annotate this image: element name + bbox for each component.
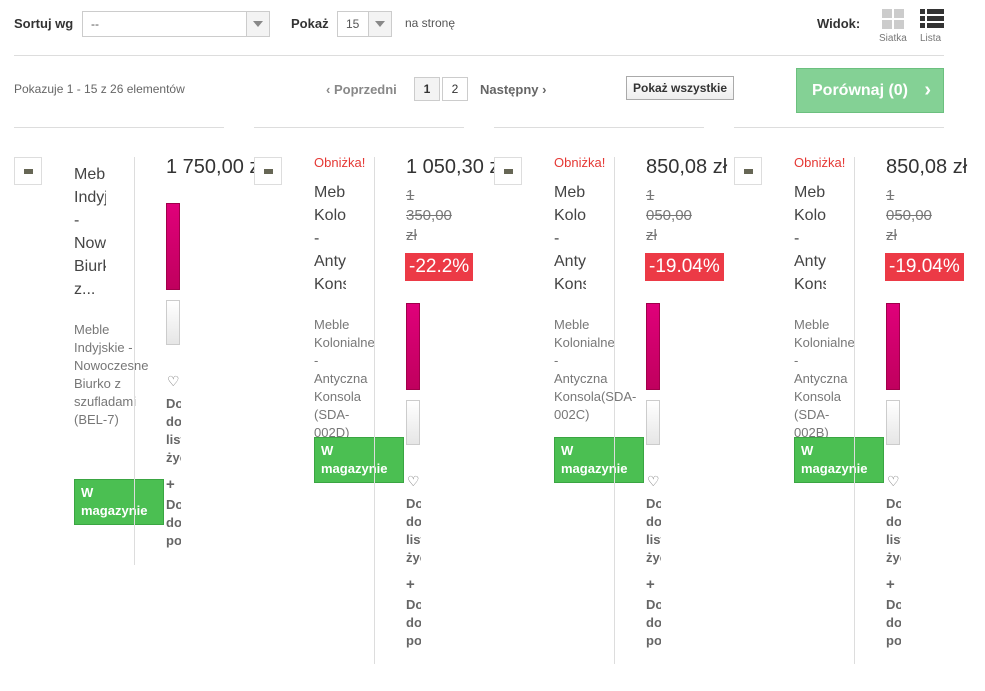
separator [734, 127, 944, 128]
product-thumb[interactable] [14, 157, 42, 185]
product-thumb[interactable] [254, 157, 282, 185]
quantity-input[interactable] [166, 300, 180, 345]
discount-badge: -19.04% [885, 253, 964, 281]
plus-icon: + [406, 576, 415, 593]
product-thumb[interactable] [734, 157, 762, 185]
quantity-input[interactable] [886, 400, 900, 445]
product-thumb[interactable] [494, 157, 522, 185]
discount-badge: -19.04% [645, 253, 724, 281]
show-all-button[interactable]: Pokaż wszystkie [626, 76, 735, 100]
result-summary: Pokazuje 1 - 15 z 26 elementów [14, 82, 185, 96]
sale-badge: Obniżka! [554, 155, 606, 170]
show-label: Pokaż [291, 16, 329, 31]
compare-link[interactable]: Dodaj do porównania [886, 597, 901, 648]
compare-text: Porównaj (0) [812, 82, 909, 99]
column-divider [134, 157, 135, 565]
price: 850,08 zł [646, 156, 728, 178]
wishlist-link[interactable]: Dodaj do listy życzeń [166, 396, 181, 465]
view-label: Widok: [817, 16, 861, 31]
divider [14, 55, 944, 56]
list-view-icon[interactable] [920, 9, 944, 31]
compare-button[interactable]: Porównaj (0) › [796, 68, 944, 113]
quantity-input[interactable] [406, 400, 420, 445]
plus-icon: + [166, 476, 175, 493]
wishlist-link[interactable]: Dodaj do listy życzeń [886, 496, 901, 565]
old-price: 1 050,00 zł [646, 187, 692, 244]
prev-text: Poprzedni [333, 82, 397, 97]
heart-icon: ♡ [167, 373, 180, 389]
sort-value: -- [91, 17, 99, 31]
next-link[interactable]: Następny › [480, 82, 547, 97]
separator [494, 127, 704, 128]
chevron: › [924, 79, 931, 101]
product-description: Meble Kolonialne - Antyczna Konsola (SDA… [794, 317, 855, 440]
product-name[interactable]: Meble Kolonialne - Antyczna Konsola [794, 184, 826, 293]
stock-badge: W magazynie [794, 437, 884, 483]
old-price: 1 350,00 zł [406, 187, 452, 244]
stock-badge: W magazynie [554, 437, 644, 483]
page-button[interactable]: 2 [442, 77, 468, 101]
per-page-value: 15 [346, 17, 360, 31]
column-divider [854, 157, 855, 664]
product-description: Meble Indyjskie - Nowoczesne Biurko z sz… [74, 322, 149, 427]
list-view-label: Lista [920, 33, 942, 44]
column-divider [614, 157, 615, 664]
stock-badge: W magazynie [314, 437, 404, 483]
wishlist-link[interactable]: Dodaj do listy życzeń [406, 496, 421, 565]
price: 850,08 zł [886, 156, 968, 178]
add-to-cart-button[interactable] [886, 303, 900, 390]
per-page-suffix: na stronę [405, 16, 456, 30]
price: 1 750,00 zł [166, 156, 264, 178]
page-button[interactable]: 1 [414, 77, 440, 101]
product-description: Meble Kolonialne - Antyczna Konsola(SDA-… [554, 317, 637, 422]
product-name[interactable]: Meble Kolonialne - Antyczna Konsola [554, 184, 586, 293]
plus-icon: + [886, 576, 895, 593]
grid-view-label: Siatka [879, 33, 907, 44]
separator [14, 127, 224, 128]
separator [254, 127, 464, 128]
compare-link[interactable]: Dodaj do porównania [166, 497, 181, 548]
wishlist-link[interactable]: Dodaj do listy życzeń [646, 496, 661, 565]
dropdown-arrow [368, 12, 391, 36]
price: 1 050,30 zł [406, 156, 504, 178]
add-to-cart-button[interactable] [406, 303, 420, 390]
compare-link[interactable]: Dodaj do porównania [406, 597, 421, 648]
add-to-cart-button[interactable] [646, 303, 660, 390]
product-name[interactable]: Meble Indyjskie - Nowoczesne Biurko z... [74, 166, 106, 298]
prev-link[interactable]: ‹ Poprzedni [326, 82, 397, 97]
per-page-select[interactable]: 15 [337, 11, 392, 37]
product-description: Meble Kolonialne - Antyczna Konsola (SDA… [314, 317, 375, 440]
product-name[interactable]: Meble Kolonialne - Antyczna Konsola [314, 184, 346, 293]
sort-label: Sortuj wg [14, 16, 74, 31]
compare-link[interactable]: Dodaj do porównania [646, 597, 661, 648]
discount-badge: -22.2% [405, 253, 474, 281]
quantity-input[interactable] [646, 400, 660, 445]
grid-view-icon[interactable] [882, 9, 906, 31]
add-to-cart-button[interactable] [166, 203, 180, 290]
column-divider [374, 157, 375, 664]
heart-icon: ♡ [407, 473, 420, 489]
heart-icon: ♡ [887, 473, 900, 489]
plus-icon: + [646, 576, 655, 593]
old-price: 1 050,00 zł [886, 187, 932, 244]
sale-badge: Obniżka! [794, 155, 846, 170]
heart-icon: ♡ [647, 473, 660, 489]
dropdown-arrow [246, 12, 269, 36]
next-text: Następny [480, 82, 539, 97]
stock-badge: W magazynie [74, 479, 164, 525]
sale-badge: Obniżka! [314, 155, 366, 170]
sort-select[interactable]: -- [82, 11, 270, 37]
